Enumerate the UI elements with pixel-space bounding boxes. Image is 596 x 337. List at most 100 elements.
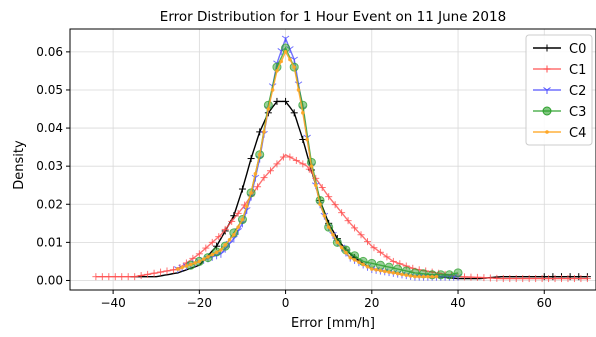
series-marker: [344, 217, 352, 225]
series-marker: [137, 272, 145, 280]
marker-stroke: [277, 48, 282, 52]
series-marker: [223, 243, 228, 247]
series-marker: [384, 262, 394, 272]
marker-stroke: [250, 193, 255, 198]
marker-stroke: [543, 87, 548, 91]
series-C3: [186, 43, 463, 280]
marker-stroke: [289, 46, 294, 50]
marker-stroke: [290, 56, 295, 60]
axes-layer: −40 −20 0 20 40 60 0.00 0.01 0.02 0.03 0.04 0.05 0.0…: [36, 28, 596, 310]
series-marker: [348, 255, 353, 260]
series-marker: [512, 275, 520, 283]
series-marker: [422, 267, 430, 275]
series-marker: [189, 254, 197, 262]
series-marker: [169, 266, 177, 274]
series-marker: [197, 259, 202, 264]
series-marker: [193, 261, 197, 265]
legend-item-C3: C3: [533, 105, 586, 120]
marker-stroke: [457, 273, 462, 278]
series-marker: [282, 97, 290, 105]
series-marker: [301, 111, 305, 115]
legend-label: C1: [569, 63, 586, 78]
series-marker: [389, 257, 397, 265]
series-marker: [299, 160, 307, 168]
series-marker: [240, 217, 245, 222]
series-marker: [286, 153, 294, 161]
series-marker: [266, 107, 271, 111]
series-marker: [363, 238, 371, 246]
chart-title: Error Distribution for 1 Hour Event on 1…: [160, 9, 506, 25]
legend-item-C1: C1: [533, 63, 586, 78]
series-marker: [244, 204, 249, 208]
series-marker: [331, 201, 339, 209]
series-marker: [486, 274, 494, 282]
series-marker: [215, 233, 223, 241]
series-marker: [583, 275, 591, 283]
series-marker: [383, 253, 391, 261]
marker-stroke: [229, 240, 234, 245]
series-marker: [430, 274, 434, 279]
series-marker: [538, 275, 546, 283]
series-marker: [387, 270, 391, 274]
series-marker: [436, 270, 446, 280]
y-tick-label: 0.05: [36, 83, 63, 97]
series-marker: [352, 258, 357, 262]
series-markers: [175, 50, 439, 279]
series-marker: [273, 97, 281, 105]
series-marker: [124, 273, 132, 281]
x-tick-label: 0: [282, 296, 290, 310]
y-tick-label: 0.06: [36, 45, 63, 59]
series-marker: [378, 268, 383, 273]
series-marker: [157, 268, 165, 276]
series-marker: [292, 65, 296, 69]
series-marker: [279, 153, 287, 161]
series-marker: [374, 268, 378, 272]
x-tick-label: −20: [187, 296, 212, 310]
series-marker: [426, 274, 430, 279]
series-marker: [247, 155, 255, 163]
series-marker: [331, 232, 335, 237]
y-tick-label: 0.02: [36, 197, 63, 211]
series-marker: [532, 275, 540, 283]
marker-stroke: [259, 155, 264, 159]
series-marker: [417, 274, 422, 279]
series-marker: [262, 130, 266, 134]
series-marker: [111, 273, 119, 281]
series-marker: [98, 273, 106, 281]
series-marker: [195, 250, 203, 258]
series-marker: [421, 274, 426, 279]
x-tick-label: 60: [537, 296, 552, 310]
series-marker: [144, 270, 152, 278]
series-marker: [150, 269, 158, 277]
series-marker: [542, 106, 552, 116]
series-marker: [338, 209, 346, 217]
series-marker: [290, 109, 298, 117]
marker-stroke: [293, 56, 298, 60]
series-marker: [210, 252, 215, 257]
series-marker: [299, 135, 307, 143]
y-tick-label: 0.03: [36, 159, 63, 173]
series-marker: [357, 260, 361, 264]
series-marker: [163, 267, 171, 275]
legend-label: C0: [569, 42, 586, 57]
series-marker: [543, 87, 551, 94]
series-marker: [493, 274, 501, 282]
series-marker: [413, 274, 417, 279]
series-marker: [365, 264, 370, 269]
series-markers: [186, 43, 463, 280]
series-marker: [543, 65, 551, 73]
series-marker: [543, 44, 551, 52]
series-marker: [370, 267, 374, 271]
series-marker: [219, 248, 223, 252]
series-marker: [577, 275, 585, 283]
series-marker: [357, 231, 365, 239]
marker-stroke: [242, 220, 247, 224]
series-marker: [238, 185, 246, 193]
plot-frame: [69, 28, 596, 291]
series-marker: [395, 271, 400, 276]
series-marker: [325, 193, 333, 201]
series-marker: [105, 273, 113, 281]
series-C1: [92, 153, 591, 283]
series-marker: [213, 242, 221, 250]
